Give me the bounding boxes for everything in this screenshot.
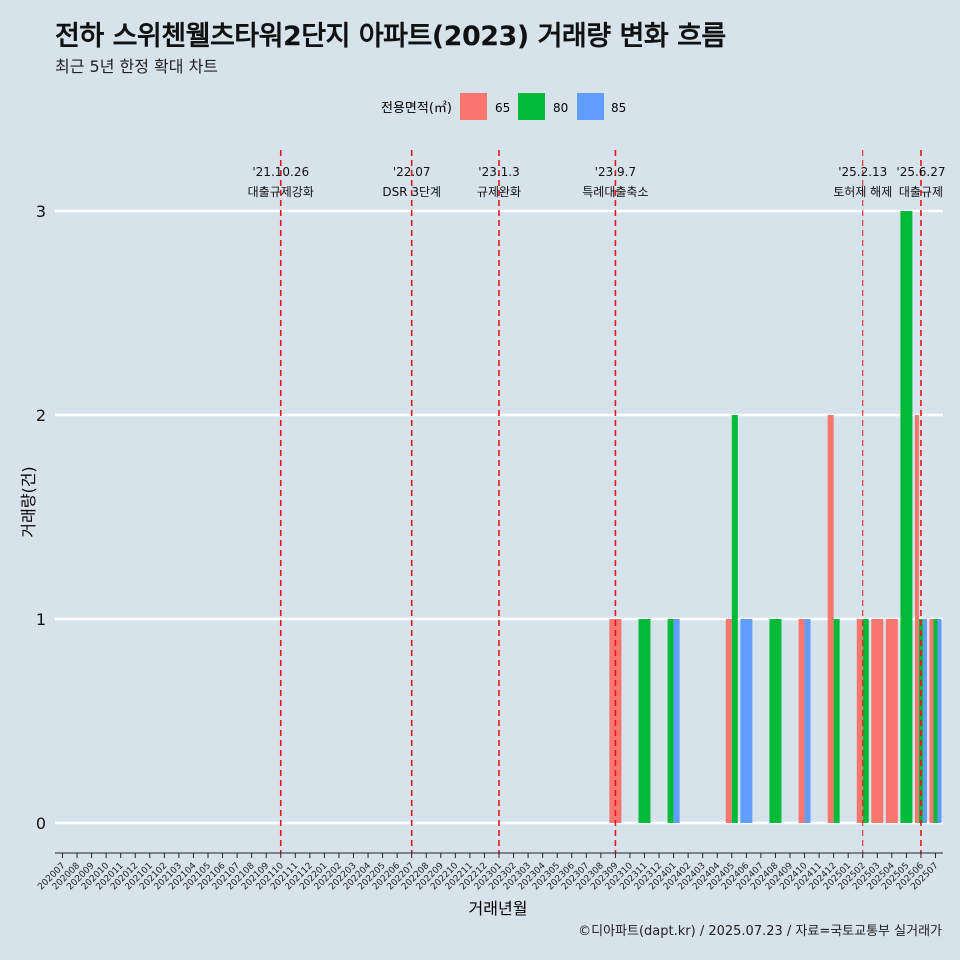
- bar-85-202410: [804, 619, 811, 823]
- event-date-202207: '22.07: [393, 165, 431, 179]
- legend-swatch-65: [460, 93, 487, 120]
- bar-65-202507: [929, 619, 934, 823]
- source-caption: ©디아파트(dapt.kr) / 2025.07.23 / 자료=국토교통부 실…: [578, 924, 942, 939]
- event-date-202502: '25.2.13: [838, 165, 887, 179]
- y-tick-label: 3: [36, 202, 46, 221]
- chart-title: 전하 스위첸웰츠타워2단지 아파트(2023) 거래량 변화 흐름: [55, 21, 726, 52]
- bar-65-202502: [856, 619, 863, 823]
- event-label-202110: 대출규제강화: [248, 185, 314, 199]
- bar-85-202401: [673, 619, 680, 823]
- x-axis: 2020072020082020092020102020112020122021…: [36, 852, 943, 892]
- event-date-202110: '21.10.26: [252, 165, 309, 179]
- bar-80-202401: [667, 619, 674, 823]
- event-label-202301: 규제완화: [477, 185, 521, 199]
- bar-80-202505: [900, 211, 913, 823]
- event-label-202207: DSR 3단계: [382, 185, 441, 199]
- event-label-202309: 특례대출축소: [582, 185, 648, 199]
- event-label-202506: 대출규제: [899, 185, 943, 199]
- legend-title: 전용면적(㎡): [381, 101, 452, 116]
- bar-65-202503: [871, 619, 884, 823]
- bar-80-202311: [638, 619, 651, 823]
- x-axis-label: 거래년월: [469, 899, 528, 918]
- event-date-202301: '23.1.3: [478, 165, 519, 179]
- legend-label-85: 85: [611, 101, 626, 115]
- y-tick-label: 0: [36, 814, 46, 833]
- legend-swatch-80: [518, 93, 545, 120]
- bars: [609, 211, 942, 823]
- event-date-202309: '23.9.7: [595, 165, 636, 179]
- bar-80-202412: [833, 619, 840, 823]
- bar-80-202405: [731, 415, 738, 823]
- bar-65-202412: [827, 415, 834, 823]
- event-label-202502: 토허제 해제: [833, 185, 892, 199]
- legend-label-65: 65: [495, 101, 510, 115]
- bar-65-202410: [798, 619, 805, 823]
- legend: 전용면적(㎡) 65 80 85: [381, 93, 626, 120]
- bar-85-202507: [937, 619, 942, 823]
- bar-85-202506: [922, 619, 927, 823]
- y-axis-label: 거래량(건): [19, 466, 38, 537]
- bar-80-202502: [862, 619, 869, 823]
- chart-subtitle: 최근 5년 한정 확대 차트: [55, 57, 219, 76]
- bar-65-202405: [725, 619, 732, 823]
- event-lines: '21.10.26 대출규제강화 '22.07 DSR 3단계 '23.1.3 규제완화 '…: [248, 150, 946, 853]
- legend-label-80: 80: [553, 101, 568, 115]
- y-tick-label: 1: [36, 610, 46, 629]
- y-axis-ticks: 0 1 2 3: [36, 202, 46, 833]
- bar-80-202507: [933, 619, 938, 823]
- bar-80-202408: [769, 619, 782, 823]
- bar-85-202406: [740, 619, 753, 823]
- bar-65-202504: [885, 619, 898, 823]
- bar-65-202506: [914, 415, 919, 823]
- y-tick-label: 2: [36, 406, 46, 425]
- legend-swatch-85: [577, 93, 604, 120]
- event-date-202506: '25.6.27: [896, 165, 945, 179]
